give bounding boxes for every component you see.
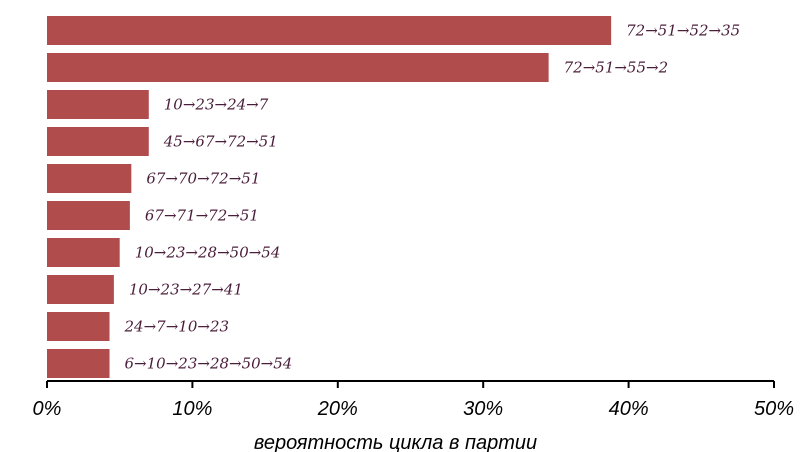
bar-label-5: 67→70→72→51 — [146, 170, 260, 188]
x-tick-label-20: 20% — [317, 398, 358, 420]
x-tick-label-50: 50% — [754, 398, 794, 420]
bar-5 — [47, 164, 132, 193]
x-axis-title: вероятность цикла в партии — [254, 432, 537, 452]
bar-3 — [47, 90, 149, 119]
bar-label-8: 10→23→27→41 — [129, 281, 243, 299]
bar-10 — [47, 349, 110, 378]
bar-label-6: 67→71→72→51 — [145, 207, 259, 225]
bar-label-9: 24→7→10→23 — [124, 318, 230, 336]
bar-2 — [47, 53, 549, 82]
bar-label-4: 45→67→72→51 — [163, 133, 278, 151]
bar-label-7: 10→23→28→50→54 — [135, 244, 281, 262]
bar-label-1: 72→51→52→35 — [626, 22, 740, 40]
bar-4 — [47, 127, 149, 156]
bars-group — [47, 16, 612, 378]
bar-labels-group: 72→51→52→35 72→51→55→2 10→23→24→7 45→67→72→… — [124, 22, 741, 373]
bar-1 — [47, 16, 612, 45]
bar-label-2: 72→51→55→2 — [564, 59, 669, 77]
bar-9 — [47, 312, 110, 341]
x-tick-label-10: 10% — [172, 398, 212, 420]
bar-6 — [47, 201, 130, 230]
x-tick-label-30: 30% — [463, 398, 503, 420]
bar-8 — [47, 275, 114, 304]
bar-label-3: 10→23→24→7 — [164, 96, 269, 114]
x-tick-label-0: 0% — [33, 398, 62, 420]
bar-label-10: 6→10→23→28→50→54 — [125, 355, 293, 373]
x-tick-label-40: 40% — [609, 398, 649, 420]
bar-7 — [47, 238, 120, 267]
x-ticks-group: 0% 10% 20% 30% 40% 50% — [33, 381, 794, 420]
